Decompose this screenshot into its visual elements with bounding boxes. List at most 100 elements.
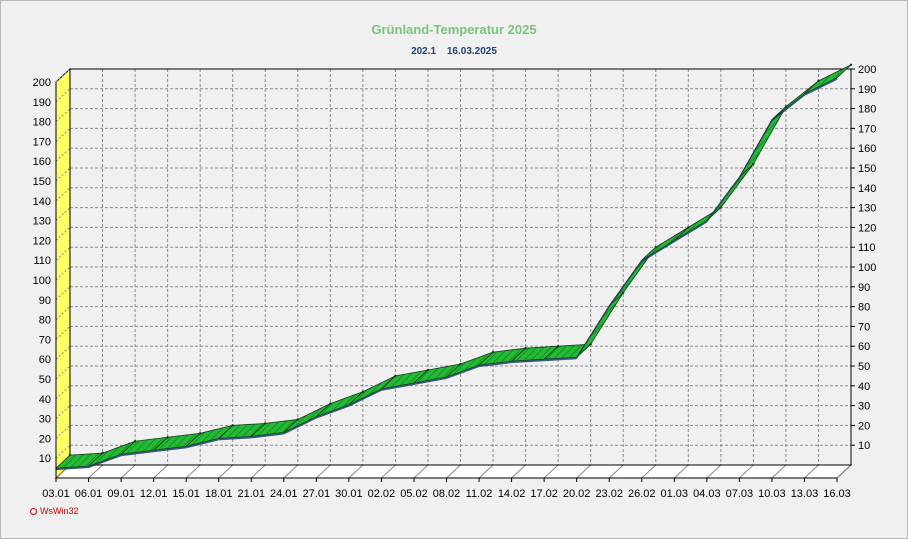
x-tick-label: 03.01 — [42, 488, 70, 500]
data-point — [101, 451, 104, 455]
y-tick-label-right: 200 — [858, 64, 876, 76]
data-point — [166, 436, 169, 439]
grid-line-wall — [55, 405, 71, 419]
area-edge-band — [316, 404, 349, 419]
y-tick-label-right: 100 — [858, 262, 876, 274]
area-edge-band — [739, 119, 772, 180]
grid-line-wall — [55, 246, 71, 261]
x-tick-label: 16.03 — [823, 488, 851, 500]
chart-area — [54, 63, 853, 471]
area-edge-band — [348, 388, 382, 407]
grid-line-floor — [641, 464, 657, 479]
grid-line-wall — [55, 345, 71, 360]
grid-line-wall — [55, 88, 71, 103]
data-point — [589, 343, 592, 346]
grid-line-floor — [446, 464, 461, 479]
grid-line-wall — [55, 108, 71, 122]
data-point — [394, 374, 397, 378]
data-point — [784, 105, 788, 108]
y-tick-label-right: 60 — [858, 341, 870, 353]
chart-tick-labels: 10 20 30 40 50 60 70 80 90 100 110 120 130 140 150 160 1… — [33, 64, 877, 500]
x-tick-label: 02.02 — [368, 488, 396, 500]
grid-line-floor — [250, 464, 266, 479]
y-tick-label-left: 40 — [39, 394, 51, 406]
grid-line-wall — [55, 227, 71, 241]
y-tick-label-left: 130 — [33, 216, 51, 228]
y-tick-label-left: 30 — [39, 414, 51, 426]
area-edge-band — [609, 260, 642, 308]
y-tick-label-left: 20 — [39, 433, 51, 445]
data-point — [752, 162, 755, 166]
x-tick-label: 27.01 — [303, 488, 331, 500]
data-point — [622, 291, 625, 294]
area-edge-band — [218, 436, 252, 441]
grid-line-wall — [55, 266, 71, 281]
grid-line-wall — [55, 365, 71, 380]
grid-line-floor — [185, 464, 201, 479]
grid-line-wall — [55, 385, 71, 400]
grid-line-floor — [381, 464, 396, 479]
grid-line-floor — [706, 464, 722, 479]
data-point — [264, 422, 267, 425]
y-tick-label-left: 90 — [39, 295, 51, 307]
grid-line-floor — [218, 464, 234, 479]
y-tick-label-right: 30 — [858, 401, 870, 413]
grid-line-floor — [88, 464, 103, 479]
grid-line-wall — [55, 207, 71, 221]
grid-line-floor — [771, 464, 787, 479]
area-edge-band — [674, 220, 707, 243]
y-tick-label-right: 120 — [858, 222, 876, 234]
area-edge-band — [283, 416, 317, 435]
y-tick-label-right: 170 — [858, 123, 876, 135]
chart-grid — [55, 68, 852, 479]
area-edge-band — [804, 77, 837, 96]
credit-icon — [30, 508, 37, 515]
y-tick-label-left: 140 — [33, 196, 51, 208]
grid-line-floor — [836, 464, 852, 479]
y-tick-label-left: 50 — [39, 374, 51, 386]
grid-line-floor — [739, 464, 754, 479]
data-point — [817, 79, 820, 83]
x-tick-label: 01.03 — [661, 488, 689, 500]
data-point — [719, 206, 723, 209]
y-tick-label-left: 80 — [39, 315, 51, 327]
y-tick-label-left: 120 — [33, 235, 51, 247]
x-tick-label: 12.01 — [140, 488, 168, 500]
grid-line-floor — [413, 464, 429, 479]
grid-line-floor — [804, 464, 819, 479]
x-tick-label: 24.01 — [270, 488, 298, 500]
grid-line-floor — [348, 464, 364, 479]
y-tick-label-left: 60 — [39, 354, 51, 366]
grid-line-wall — [55, 444, 71, 459]
chart-subtitle: 202.1 16.03.2025 — [0, 46, 908, 57]
y-tick-label-left: 110 — [33, 255, 51, 267]
area-edge-band — [511, 359, 545, 364]
y-tick-label-right: 70 — [858, 321, 870, 333]
grid-line-floor — [673, 464, 689, 479]
credit-text: WsWin32 — [40, 506, 79, 516]
area-edge-band — [153, 446, 187, 453]
area-edge-band — [56, 466, 89, 471]
data-point — [654, 246, 657, 249]
grid-line-wall — [55, 128, 71, 142]
chart-wall — [54, 67, 853, 480]
data-point — [687, 226, 690, 229]
y-tick-label-right: 130 — [858, 203, 876, 215]
y-tick-label-left: 70 — [39, 334, 51, 346]
grid-line-floor — [608, 464, 624, 479]
y-tick-label-left: 10 — [39, 453, 51, 465]
x-tick-label: 20.02 — [563, 488, 591, 500]
data-point — [459, 362, 462, 366]
data-point — [68, 453, 72, 457]
grid-line-floor — [511, 464, 526, 479]
data-point — [849, 63, 853, 67]
area-edge-band — [446, 365, 480, 380]
data-point — [296, 418, 299, 421]
y-tick-label-left: 200 — [33, 77, 51, 89]
area-edge-band — [121, 450, 154, 457]
grid-line-floor — [283, 464, 299, 479]
x-tick-label: 05.02 — [400, 488, 428, 500]
y-tick-label-left: 100 — [33, 275, 51, 287]
y-tick-label-right: 110 — [858, 242, 876, 254]
grid-line-floor — [576, 464, 592, 479]
